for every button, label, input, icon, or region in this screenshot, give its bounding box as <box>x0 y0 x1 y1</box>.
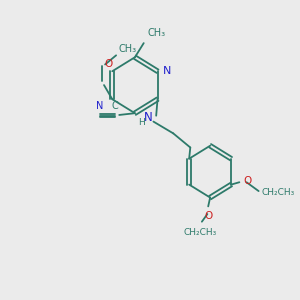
Text: N: N <box>144 111 153 124</box>
Text: CH₃: CH₃ <box>148 28 166 38</box>
Text: N: N <box>96 101 103 111</box>
Text: O: O <box>244 176 252 186</box>
Text: CH₂CH₃: CH₂CH₃ <box>261 188 295 197</box>
Text: O: O <box>104 59 112 70</box>
Text: N: N <box>163 66 171 76</box>
Text: C: C <box>111 101 118 111</box>
Text: CH₃: CH₃ <box>119 44 137 54</box>
Text: CH₂CH₃: CH₂CH₃ <box>183 228 216 237</box>
Text: H: H <box>139 118 145 127</box>
Text: O: O <box>204 211 213 220</box>
